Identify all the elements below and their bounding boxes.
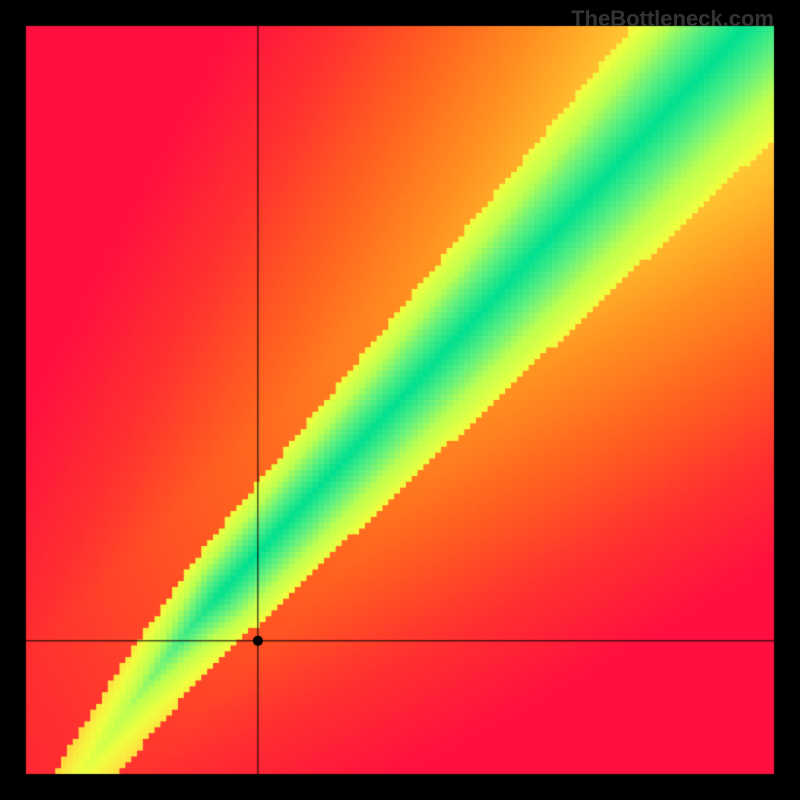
chart-container: TheBottleneck.com <box>0 0 800 800</box>
watermark-text: TheBottleneck.com <box>571 6 774 32</box>
heatmap-canvas <box>0 0 800 800</box>
